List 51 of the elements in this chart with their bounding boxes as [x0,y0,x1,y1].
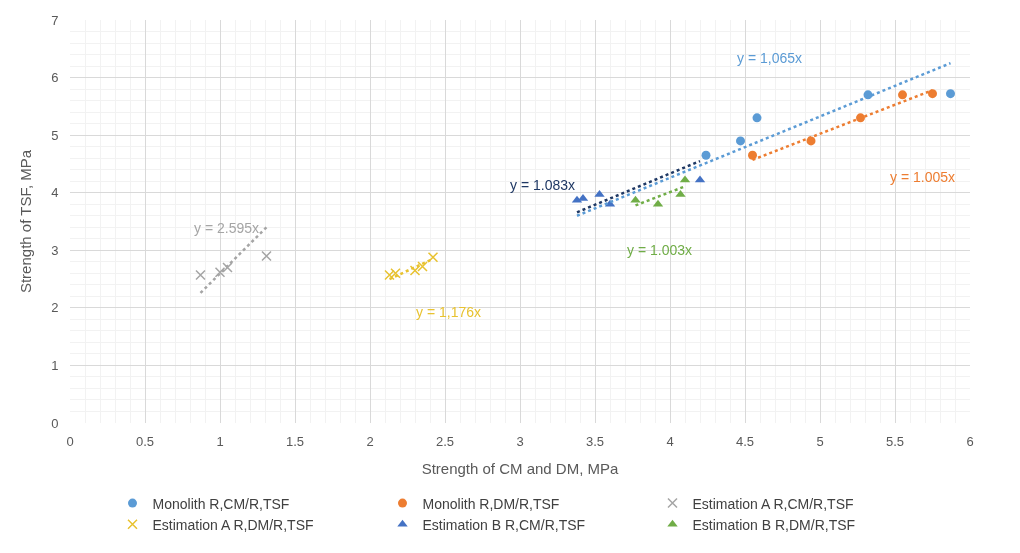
annotation: y = 1.003x [627,242,692,258]
annotation: y = 2.595x [194,220,259,236]
x-tick-label: 3.5 [585,433,605,449]
point [736,136,745,146]
point [214,266,226,278]
y-tick-label: 1 [51,357,59,373]
x-tick-label: 6 [966,433,974,449]
legend-label: Estimation B R,CM/R,TSF [422,516,586,533]
y-tick-label: 3 [51,242,59,258]
x-tick-label: 2.5 [435,433,455,449]
annotation: y = 1.005x [890,169,955,185]
x-axis-title: Strength of CM and DM, MPa [421,459,620,477]
point [898,90,907,100]
x-tick-label: 1 [216,433,224,449]
point [928,89,937,99]
x-tick-label: 1.5 [285,433,305,449]
annotation: y = 1.083x [510,177,575,193]
point [222,262,233,273]
point [417,261,428,272]
point [195,269,206,281]
legend-label: Monolith R,CM/R,TSF [152,495,290,512]
y-tick-label: 4 [51,185,59,201]
legend-label: Estimation A R,CM/R,TSF [692,495,854,512]
legend-label: Estimation A R,DM/R,TSF [152,516,314,533]
point [675,189,686,197]
y-tick-label: 6 [51,70,59,86]
point [261,250,272,262]
point [701,150,711,160]
legend-label: Estimation B R,DM/R,TSF [692,516,856,533]
annotation: y = 1,176x [416,304,481,320]
point [752,113,762,123]
x-tick-label: 5.5 [885,433,905,449]
point [409,265,421,276]
y-tick-label: 7 [51,12,59,28]
y-tick-label: 0 [51,415,59,431]
x-tick-label: 5 [816,433,824,449]
point [946,89,955,99]
x-tick-label: 0.5 [135,433,155,449]
x-tick-label: 3 [516,433,524,449]
y-tick-label: 5 [51,127,59,143]
x-tick-label: 2 [366,433,374,449]
y-axis-title: Strength of TSF, MPa [17,149,35,294]
point [427,251,439,263]
point [594,189,605,197]
x-tick-label: 4 [666,433,674,449]
x-tick-label: 0 [66,433,74,449]
legend-label: Monolith R,DM/R,TSF [422,495,560,512]
point [748,150,757,160]
y-tick-label: 2 [51,300,59,316]
annotation: y = 1,065x [737,50,802,66]
x-tick-label: 4.5 [735,433,755,449]
